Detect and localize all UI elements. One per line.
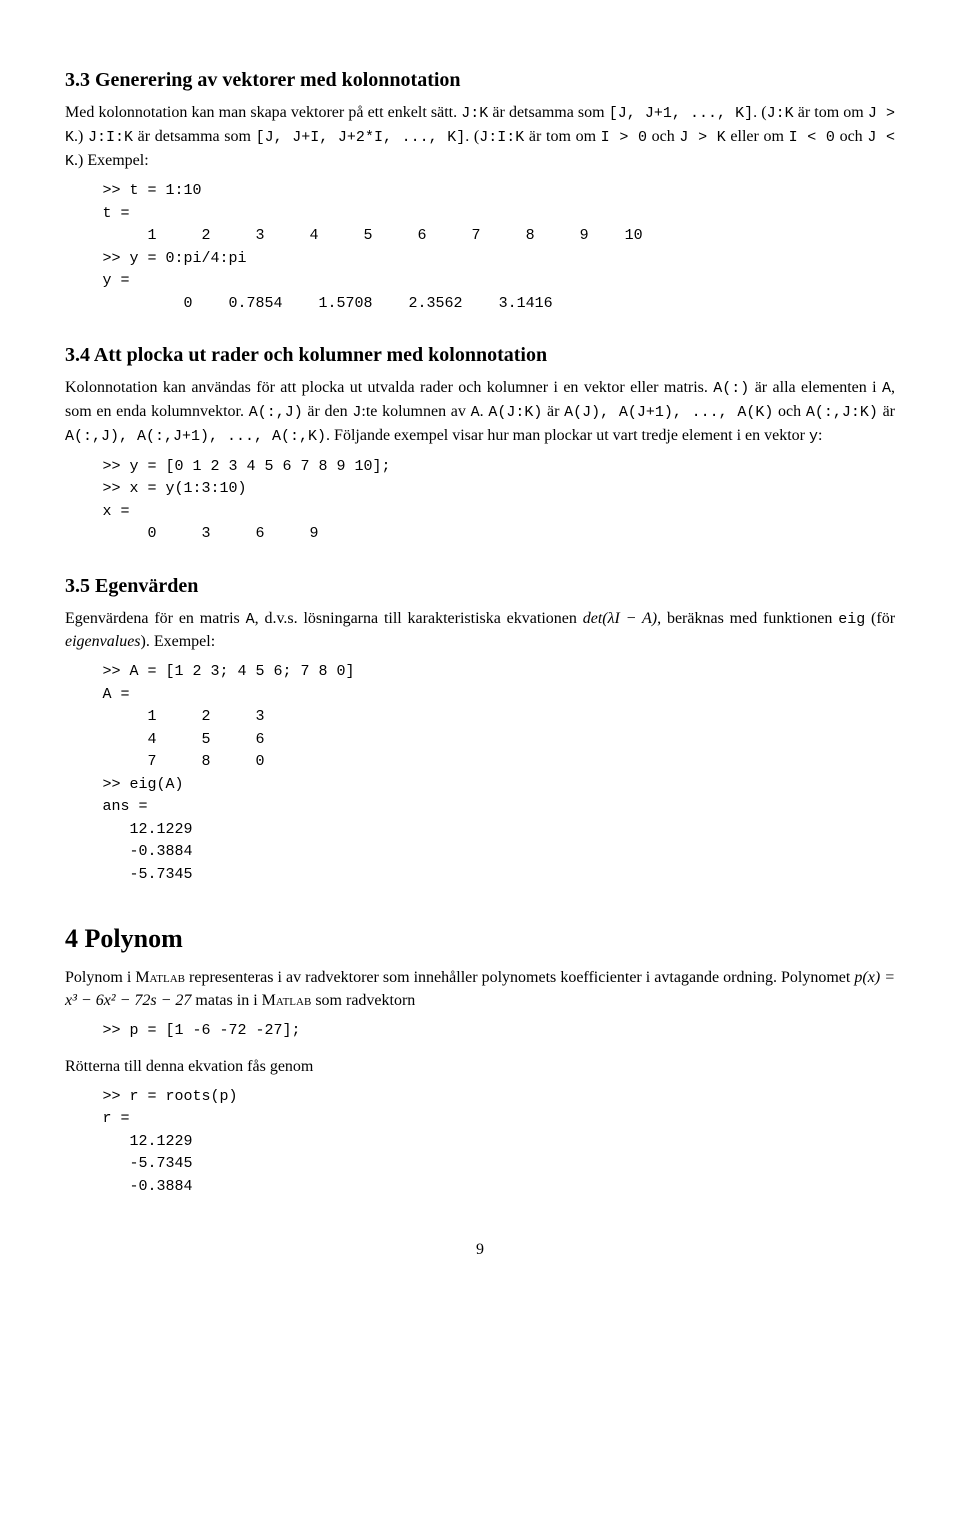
section-3-3-paragraph: Med kolonnotation kan man skapa vektorer… [65, 101, 895, 172]
section-3-4-paragraph: Kolonnotation kan användas för att plock… [65, 376, 895, 447]
code-block-3-5: >> A = [1 2 3; 4 5 6; 7 8 0] A = 1 2 3 4… [103, 661, 896, 886]
page-number: 9 [65, 1238, 895, 1261]
code-block-3-4: >> y = [0 1 2 3 4 5 6 7 8 9 10]; >> x = … [103, 456, 896, 546]
section-4-paragraph-1: Polynom i Matlab representeras i av radv… [65, 966, 895, 1012]
code-block-4-2: >> r = roots(p) r = 12.1229 -5.7345 -0.3… [103, 1086, 896, 1199]
section-3-4-heading: 3.4 Att plocka ut rader och kolumner med… [65, 341, 895, 370]
section-3-5-heading: 3.5 Egenvärden [65, 572, 895, 601]
section-3-5-paragraph: Egenvärdena för en matris A, d.v.s. lösn… [65, 607, 895, 654]
code-block-3-3: >> t = 1:10 t = 1 2 3 4 5 6 7 8 9 10 >> … [103, 180, 896, 315]
section-4-paragraph-2: Rötterna till denna ekvation fås genom [65, 1055, 895, 1078]
section-3-3-heading: 3.3 Generering av vektorer med kolonnota… [65, 66, 895, 95]
math-det: det(λI − A) [583, 610, 657, 627]
code-block-4-1: >> p = [1 -6 -72 -27]; [103, 1020, 896, 1043]
section-4-heading: 4 Polynom [65, 920, 895, 958]
